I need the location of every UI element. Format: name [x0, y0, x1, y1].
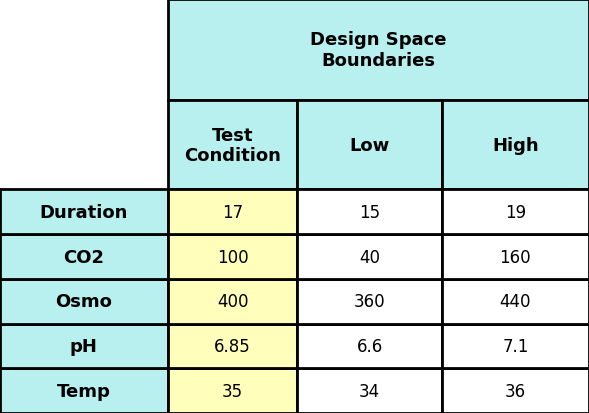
Text: Osmo: Osmo: [55, 292, 112, 311]
Text: 360: 360: [354, 292, 385, 311]
Bar: [297, 368, 442, 413]
Bar: [168, 101, 297, 190]
Text: 100: 100: [217, 248, 249, 266]
Text: pH: pH: [70, 337, 98, 355]
Text: Temp: Temp: [57, 382, 111, 400]
Text: 34: 34: [359, 382, 380, 400]
Bar: [297, 235, 442, 279]
Text: 17: 17: [222, 203, 243, 221]
Bar: [442, 101, 589, 190]
Bar: [297, 190, 442, 235]
Bar: [0, 190, 168, 235]
Bar: [0, 235, 168, 279]
Text: 36: 36: [505, 382, 526, 400]
Text: 160: 160: [499, 248, 531, 266]
Text: 19: 19: [505, 203, 526, 221]
Bar: [168, 235, 297, 279]
Bar: [0, 324, 168, 368]
Text: 35: 35: [222, 382, 243, 400]
Text: Design Space
Boundaries: Design Space Boundaries: [310, 31, 446, 70]
Text: Low: Low: [349, 137, 390, 154]
Text: Duration: Duration: [39, 203, 128, 221]
Text: CO2: CO2: [64, 248, 104, 266]
Bar: [442, 368, 589, 413]
Text: 40: 40: [359, 248, 380, 266]
Text: 400: 400: [217, 292, 249, 311]
Bar: [442, 190, 589, 235]
Bar: [0, 279, 168, 324]
Bar: [168, 279, 297, 324]
Text: 7.1: 7.1: [502, 337, 528, 355]
Bar: [442, 324, 589, 368]
Bar: [168, 190, 297, 235]
Bar: [0, 368, 168, 413]
Bar: [297, 101, 442, 190]
Bar: [297, 324, 442, 368]
Bar: [168, 324, 297, 368]
Bar: [442, 235, 589, 279]
Text: 6.85: 6.85: [214, 337, 251, 355]
Bar: [442, 279, 589, 324]
Text: High: High: [492, 137, 539, 154]
Text: 440: 440: [499, 292, 531, 311]
Text: 6.6: 6.6: [356, 337, 383, 355]
Bar: [297, 279, 442, 324]
Bar: [168, 0, 589, 101]
Text: 15: 15: [359, 203, 380, 221]
Bar: [168, 368, 297, 413]
Text: Test
Condition: Test Condition: [184, 126, 281, 165]
